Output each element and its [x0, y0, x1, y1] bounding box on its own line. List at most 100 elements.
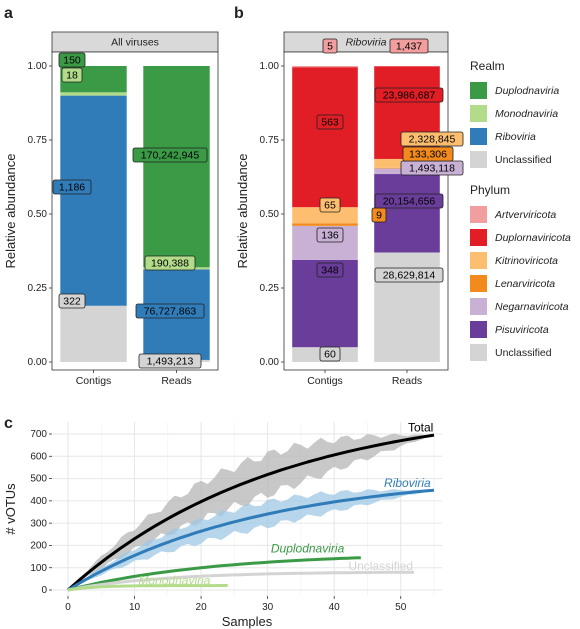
- x-tick-label: 0: [65, 602, 71, 613]
- y-tick-label: 1.00: [28, 61, 48, 72]
- series-label-unclassified: Unclassified: [348, 559, 413, 573]
- data-label-pisuviricota: 348: [321, 264, 339, 276]
- data-label-unclassified-box: [138, 353, 202, 369]
- data-label-pisuviricota-box: [374, 193, 444, 209]
- data-label-monodnaviria: 18: [66, 69, 78, 81]
- data-label-unclassified: 1,493,213: [147, 355, 194, 367]
- data-label-duplornaviricota: 23,986,687: [383, 89, 436, 101]
- y-tick-label: 700: [30, 429, 47, 440]
- legend-phylum-item-label: Unclassified: [495, 347, 552, 359]
- panel-title: All viruses: [111, 36, 159, 48]
- data-label-lenarviricota: 133,306: [409, 148, 447, 160]
- bar-kitrinoviricota-contigs: [292, 207, 358, 224]
- bar-lenarviricota-contigs: [292, 223, 358, 226]
- data-label-pisuviricota-box: [316, 262, 344, 278]
- y-tick-label: 500: [30, 474, 47, 485]
- data-label-riboviria-box: [135, 303, 205, 319]
- y-axis-label: Relative abundance: [3, 154, 18, 269]
- band-riboviria: [68, 489, 434, 590]
- panel-letter-b: b: [234, 5, 244, 22]
- legend-phylum-item-label: Lenarviricota: [495, 278, 555, 290]
- data-label-unclassified: 60: [324, 348, 336, 360]
- data-label-unclassified: 28,629,814: [383, 269, 436, 281]
- legend-phylum-swatch: [470, 206, 487, 223]
- data-label-pisuviricota: 20,154,656: [383, 195, 436, 207]
- y-axis-label: Relative abundance: [235, 154, 250, 269]
- legend-realm-swatch: [470, 151, 487, 168]
- data-label-negarnaviricota-box: [316, 227, 344, 243]
- legend-phylum-title: Phylum: [470, 183, 510, 197]
- y-tick-label: 0.25: [260, 283, 280, 294]
- data-label-lenarviricota-box: [402, 146, 454, 162]
- y-tick-label: 0: [41, 585, 47, 596]
- data-label-kitrinoviricota: 2,328,845: [409, 133, 456, 145]
- data-label-unclassified: 322: [63, 295, 81, 307]
- data-label-negarnaviricota: 136: [321, 229, 339, 241]
- data-label-unclassified-box: [58, 293, 86, 309]
- x-tick-label: 40: [329, 602, 341, 613]
- legend-phylum-item-label: Negarnaviricota: [495, 301, 569, 313]
- x-tick-label: Contigs: [76, 375, 112, 387]
- panel-letter-a: a: [4, 5, 13, 22]
- y-tick-label: 600: [30, 451, 47, 462]
- bar-riboviria-contigs: [60, 95, 127, 306]
- data-label-kitrinoviricota-box: [319, 197, 341, 213]
- y-tick-label: 400: [30, 496, 47, 507]
- legend-realm-swatch: [470, 128, 487, 145]
- series-label-duplodnaviria: Duplodnaviria: [271, 542, 345, 556]
- panel-letter-c: c: [4, 415, 13, 432]
- line-unclassified: [67, 570, 414, 592]
- y-tick-label: 0.75: [260, 135, 280, 146]
- data-label-duplornaviricota-box: [316, 114, 344, 130]
- x-tick-label: 20: [196, 602, 208, 613]
- y-tick-label: 100: [30, 563, 47, 574]
- data-label-monodnaviria: 190,388: [151, 257, 189, 269]
- bar-monodnaviria-contigs: [60, 92, 127, 96]
- x-tick-label: Reads: [161, 375, 191, 387]
- x-axis-label: Samples: [222, 614, 273, 629]
- legend-realm-item-label: Duplodnaviria: [495, 85, 559, 97]
- y-tick-label: 0.00: [28, 357, 48, 368]
- y-tick-label: 1.00: [260, 61, 280, 72]
- line-total: [67, 433, 435, 592]
- x-tick-label: Reads: [392, 375, 422, 387]
- data-label-negarnaviricota: 1,493,118: [409, 162, 455, 174]
- y-tick-label: 0.00: [260, 357, 280, 368]
- band-total: [68, 433, 434, 590]
- y-tick-label: 0.50: [28, 209, 48, 220]
- x-tick-label: 10: [129, 602, 141, 613]
- data-label-duplodnaviria: 170,242,945: [141, 149, 200, 161]
- legend-realm-swatch: [470, 105, 487, 122]
- line-duplodnaviria: [67, 556, 361, 592]
- legend-realm-title: Realm: [470, 59, 505, 73]
- legend-realm-item-label: Unclassified: [495, 154, 552, 166]
- legend-realm-item-label: Monodnaviria: [495, 108, 558, 120]
- data-label-kitrinoviricota-box: [400, 131, 464, 147]
- legend-phylum-item-label: Kitrinoviricota: [495, 255, 558, 267]
- data-label-artverviricota-box: [389, 38, 429, 54]
- data-label-duplornaviricota-box: [374, 87, 444, 103]
- data-label-artverviricota-box: [322, 38, 338, 54]
- line-monodnaviria: [67, 584, 228, 592]
- data-label-duplornaviricota: 563: [321, 116, 339, 128]
- data-label-duplodnaviria-box: [132, 147, 208, 163]
- legend-phylum-item-label: Pisuviricota: [495, 324, 549, 336]
- data-label-duplodnaviria: 150: [63, 54, 81, 66]
- y-tick-label: 0.50: [260, 209, 280, 220]
- legend-realm-swatch: [470, 82, 487, 99]
- legend-phylum-item-label: Artverviricota: [494, 209, 556, 221]
- x-tick-label: 30: [262, 602, 274, 613]
- data-label-unclassified-box: [319, 346, 341, 362]
- bar-artverviricota-contigs: [292, 66, 358, 68]
- data-label-lenarviricota: 9: [376, 209, 382, 221]
- data-label-duplodnaviria-box: [58, 52, 86, 68]
- data-label-riboviria: 76,727,863: [144, 305, 197, 317]
- legend-phylum-swatch: [470, 298, 487, 315]
- legend-phylum-item-label: Duplornaviricota: [495, 232, 571, 244]
- data-label-unclassified-box: [374, 267, 444, 283]
- series-label-monodnaviria: Monodnaviria: [138, 573, 210, 587]
- y-tick-label: 200: [30, 541, 47, 552]
- series-label-total: Total: [408, 420, 433, 434]
- legend-phylum-swatch: [470, 275, 487, 292]
